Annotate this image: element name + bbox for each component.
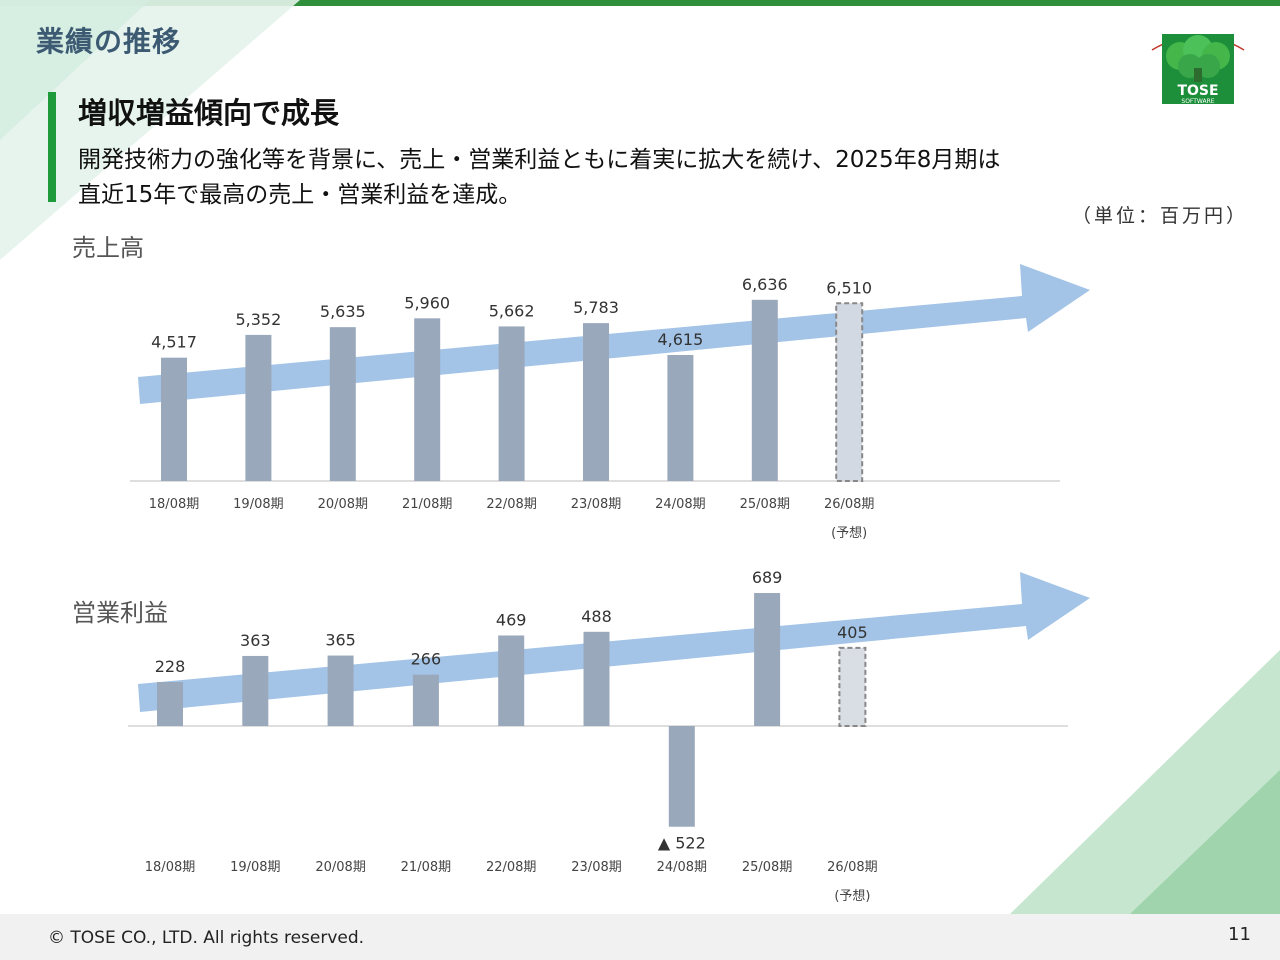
sales-bar: [835, 302, 864, 483]
op-tick-label: 23/08期: [571, 860, 621, 875]
op-value-label: ▲ 522: [658, 834, 706, 853]
op-bar: [498, 635, 525, 726]
sales-tick-label: 25/08期: [740, 497, 790, 512]
op-tick-label: 19/08期: [230, 860, 280, 875]
sales-tick-label: 23/08期: [571, 497, 621, 512]
sales-bar: [414, 318, 441, 481]
logo-subtext: SOFTWARE: [1181, 98, 1214, 105]
sales-tick-label: 19/08期: [233, 497, 283, 512]
op-tick-label: 20/08期: [315, 860, 365, 875]
op-value-label: 488: [581, 607, 612, 626]
sales-value-label: 5,662: [489, 301, 535, 320]
sales-bar: [329, 327, 356, 481]
logo-text: TOSE: [1177, 83, 1218, 99]
op-bar: [838, 646, 867, 728]
op-value-label: 228: [155, 657, 186, 676]
unit-label: （単位：百万円）: [1072, 205, 1249, 227]
sales-value-label: 4,517: [151, 333, 197, 352]
sales-bar: [667, 355, 694, 481]
op-tick-label: 26/08期: [827, 860, 877, 875]
op-tick-label: 21/08期: [401, 860, 451, 875]
sales-tick-label: 18/08期: [149, 497, 199, 512]
sales-growth-arrow: [138, 264, 1090, 404]
sales-bar: [245, 334, 272, 481]
headline: 増収増益傾向で成長: [78, 96, 340, 130]
sales-value-label: 6,636: [742, 275, 788, 294]
sales-tick-label: 24/08期: [655, 497, 705, 512]
sales-value-label: 5,783: [573, 298, 619, 317]
sales-value-label: 4,615: [657, 330, 703, 349]
sales-tick-label: 21/08期: [402, 497, 452, 512]
sales-tick-label: 20/08期: [318, 497, 368, 512]
description-line-2: 直近15年で最高の売上・営業利益を達成。: [78, 182, 522, 208]
op-tick-label: 22/08期: [486, 860, 536, 875]
op-value-label: 365: [325, 631, 356, 650]
sales-bar: [498, 326, 525, 481]
op-tick-label: 24/08期: [657, 860, 707, 875]
sales-value-label: 5,635: [320, 302, 366, 321]
op-value-label: 266: [411, 650, 442, 669]
copyright: © TOSE CO., LTD. All rights reserved.: [48, 928, 365, 948]
sales-forecast-note: (予想): [831, 525, 867, 541]
section-title: 業績の推移: [36, 25, 182, 58]
op-bar: [327, 655, 354, 726]
sales-bar: [161, 357, 187, 481]
op-tick-label: 18/08期: [145, 860, 195, 875]
sales-tick-label: 26/08期: [824, 497, 874, 512]
op-bar: [412, 674, 439, 726]
op-tick-label: 25/08期: [742, 860, 792, 875]
sales-bar: [751, 299, 778, 481]
headline-accent-bar: [48, 92, 56, 202]
sales-chart-title: 売上高: [72, 234, 144, 262]
op-bar: [583, 631, 610, 726]
description-line-1: 開発技術力の強化等を背景に、売上・営業利益ともに着実に拡大を続け、2025年8月…: [78, 147, 1001, 173]
footer-bar: [0, 914, 1280, 960]
op-value-label: 405: [837, 623, 868, 642]
tose-logo: TOSE SOFTWARE: [1151, 34, 1245, 105]
op-value-label: 469: [496, 610, 527, 629]
op-value-label: 363: [240, 631, 271, 650]
top-accent-bar: [0, 0, 1280, 6]
op-bar: [668, 726, 695, 827]
sales-value-label: 5,352: [235, 310, 281, 329]
sales-value-label: 6,510: [826, 278, 872, 297]
op-bar: [754, 593, 781, 726]
op-bar: [242, 655, 269, 726]
sales-value-label: 5,960: [404, 293, 450, 312]
op-growth-arrow: [138, 572, 1090, 712]
op-value-label: 689: [752, 568, 783, 587]
sales-bar: [583, 323, 609, 481]
operating-profit-chart-title: 営業利益: [72, 599, 168, 627]
sales-tick-label: 22/08期: [486, 497, 536, 512]
op-forecast-note: (予想): [834, 888, 870, 904]
op-bar: [157, 681, 183, 726]
page-number: 11: [1228, 924, 1251, 945]
